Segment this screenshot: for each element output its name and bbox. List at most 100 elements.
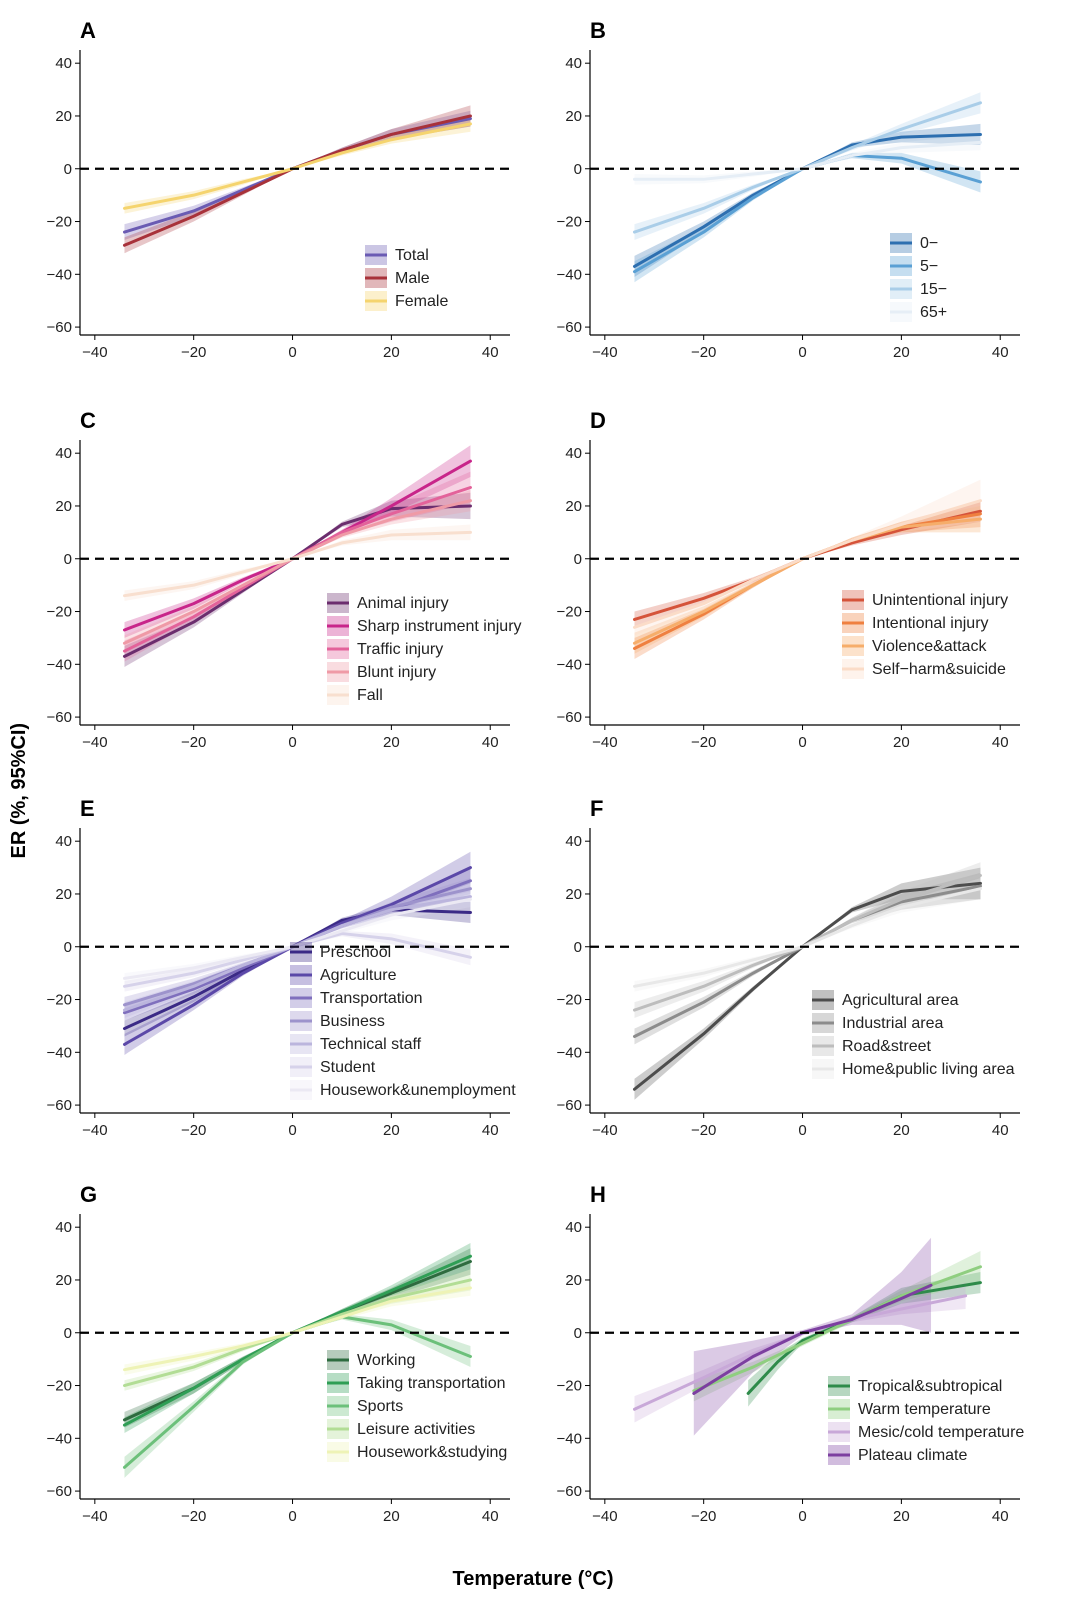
x-tick-label: −20 bbox=[181, 344, 206, 361]
legend-label: Working bbox=[357, 1352, 415, 1369]
y-tick-label: 0 bbox=[64, 551, 72, 568]
y-tick-label: 0 bbox=[64, 939, 72, 956]
y-tick-label: −40 bbox=[47, 656, 72, 673]
legend: Preschool Agriculture Transportation Busine… bbox=[290, 942, 516, 1100]
legend-label: Tropical&subtropical bbox=[858, 1378, 1002, 1395]
legend-label: Male bbox=[395, 270, 430, 287]
y-tick-label: −40 bbox=[557, 1044, 582, 1061]
y-tick-label: 0 bbox=[574, 939, 582, 956]
panel-c: C −40 −20 0 20 40 40 20 0 −20 −40 −60 Animal injury S… bbox=[47, 408, 522, 751]
x-tick-label: 0 bbox=[288, 1122, 296, 1139]
ci-band bbox=[634, 878, 981, 992]
y-tick-label: −40 bbox=[557, 656, 582, 673]
x-tick-label: 0 bbox=[798, 1122, 806, 1139]
global-y-axis-label: ER (%, 95%CI) bbox=[8, 722, 30, 859]
x-tick-label: −40 bbox=[592, 1508, 617, 1525]
x-tick-label: 20 bbox=[383, 344, 400, 361]
x-tick-label: 20 bbox=[893, 1508, 910, 1525]
y-tick-label: −60 bbox=[557, 319, 582, 336]
panel-label: A bbox=[80, 18, 96, 43]
x-tick-label: −40 bbox=[82, 1508, 107, 1525]
ci-band bbox=[124, 524, 471, 601]
x-tick-label: −40 bbox=[82, 1122, 107, 1139]
x-tick-label: 40 bbox=[992, 344, 1009, 361]
x-tick-label: 20 bbox=[893, 344, 910, 361]
x-tick-label: 40 bbox=[482, 1508, 499, 1525]
ci-band bbox=[634, 152, 981, 283]
panel-f: F −40 −20 0 20 40 40 20 0 −20 −40 −60 Agricultural a… bbox=[557, 796, 1020, 1139]
y-tick-label: 20 bbox=[565, 1272, 582, 1289]
legend: Animal injury Sharp instrument injury Traf… bbox=[327, 593, 522, 705]
y-tick-label: 40 bbox=[55, 1219, 72, 1236]
y-tick-label: 20 bbox=[55, 886, 72, 903]
x-tick-label: −20 bbox=[691, 1508, 716, 1525]
y-tick-label: 20 bbox=[565, 886, 582, 903]
legend-label: Student bbox=[320, 1059, 376, 1076]
x-tick-label: 0 bbox=[288, 734, 296, 751]
legend-label: Intentional injury bbox=[872, 615, 989, 632]
ci-band bbox=[634, 872, 981, 1045]
legend-label: Business bbox=[320, 1013, 385, 1030]
y-tick-label: 20 bbox=[55, 108, 72, 125]
ci-band bbox=[634, 92, 981, 240]
x-tick-label: 40 bbox=[992, 734, 1009, 751]
y-tick-label: 40 bbox=[565, 833, 582, 850]
x-tick-label: 20 bbox=[383, 1508, 400, 1525]
ci-band bbox=[634, 1282, 966, 1423]
y-tick-label: 20 bbox=[55, 1272, 72, 1289]
legend: Unintentional injury Intentional injury Vi… bbox=[842, 590, 1008, 679]
ci-band bbox=[124, 886, 471, 1018]
legend-label: 65+ bbox=[920, 304, 947, 321]
x-tick-label: 20 bbox=[893, 734, 910, 751]
x-tick-label: −20 bbox=[691, 1122, 716, 1139]
x-tick-label: 0 bbox=[288, 344, 296, 361]
legend-label: Total bbox=[395, 247, 429, 264]
legend-label: Housework&studying bbox=[357, 1444, 507, 1461]
x-tick-label: 0 bbox=[798, 1508, 806, 1525]
legend-label: Agricultural area bbox=[842, 992, 959, 1009]
y-tick-label: −60 bbox=[557, 709, 582, 726]
legend-label: Industrial area bbox=[842, 1015, 943, 1032]
series-line bbox=[692, 1283, 933, 1395]
ci-band bbox=[634, 134, 981, 185]
y-tick-label: 40 bbox=[55, 445, 72, 462]
legend-label: Blunt injury bbox=[357, 664, 436, 681]
y-tick-label: −40 bbox=[557, 266, 582, 283]
x-tick-label: −20 bbox=[691, 734, 716, 751]
panel-label: E bbox=[80, 796, 95, 821]
legend-label: Mesic/cold temperature bbox=[858, 1424, 1024, 1441]
y-tick-label: −60 bbox=[47, 709, 72, 726]
legend-label: Female bbox=[395, 293, 448, 310]
legend-label: Fall bbox=[357, 687, 383, 704]
legend-label: 15− bbox=[920, 281, 947, 298]
legend-label: 0− bbox=[920, 235, 938, 252]
x-tick-label: 40 bbox=[992, 1508, 1009, 1525]
ci-band bbox=[634, 500, 981, 660]
x-tick-label: −20 bbox=[181, 734, 206, 751]
legend-label: Leisure activities bbox=[357, 1421, 475, 1438]
legend-label: Animal injury bbox=[357, 595, 449, 612]
x-tick-label: −40 bbox=[592, 734, 617, 751]
panel-b: B −40 −20 0 20 40 40 20 0 −20 −40 −60 0− 5− 15− 65+ bbox=[557, 18, 1020, 361]
legend-label: 5− bbox=[920, 258, 938, 275]
y-tick-label: 40 bbox=[565, 445, 582, 462]
ci-band bbox=[634, 123, 981, 277]
legend-label: Self−harm&suicide bbox=[872, 661, 1006, 678]
legend-label: Warm temperature bbox=[858, 1401, 991, 1418]
y-tick-label: −40 bbox=[47, 266, 72, 283]
ci-band bbox=[124, 471, 471, 662]
legend: Total Male Female bbox=[365, 245, 448, 311]
panel-label: C bbox=[80, 408, 96, 433]
x-tick-label: 20 bbox=[893, 1122, 910, 1139]
x-tick-label: 40 bbox=[992, 1122, 1009, 1139]
legend-label: Sharp instrument injury bbox=[357, 618, 522, 635]
panel-label: F bbox=[590, 796, 603, 821]
panel-label: D bbox=[590, 408, 606, 433]
y-tick-label: −20 bbox=[557, 1378, 582, 1395]
x-tick-label: −40 bbox=[592, 1122, 617, 1139]
x-tick-label: 0 bbox=[798, 734, 806, 751]
panel-d: D −40 −20 0 20 40 40 20 0 −20 −40 −60 Unintentional … bbox=[557, 408, 1020, 751]
legend-label: Taking transportation bbox=[357, 1375, 506, 1392]
y-tick-label: 0 bbox=[574, 551, 582, 568]
x-tick-label: −20 bbox=[691, 344, 716, 361]
